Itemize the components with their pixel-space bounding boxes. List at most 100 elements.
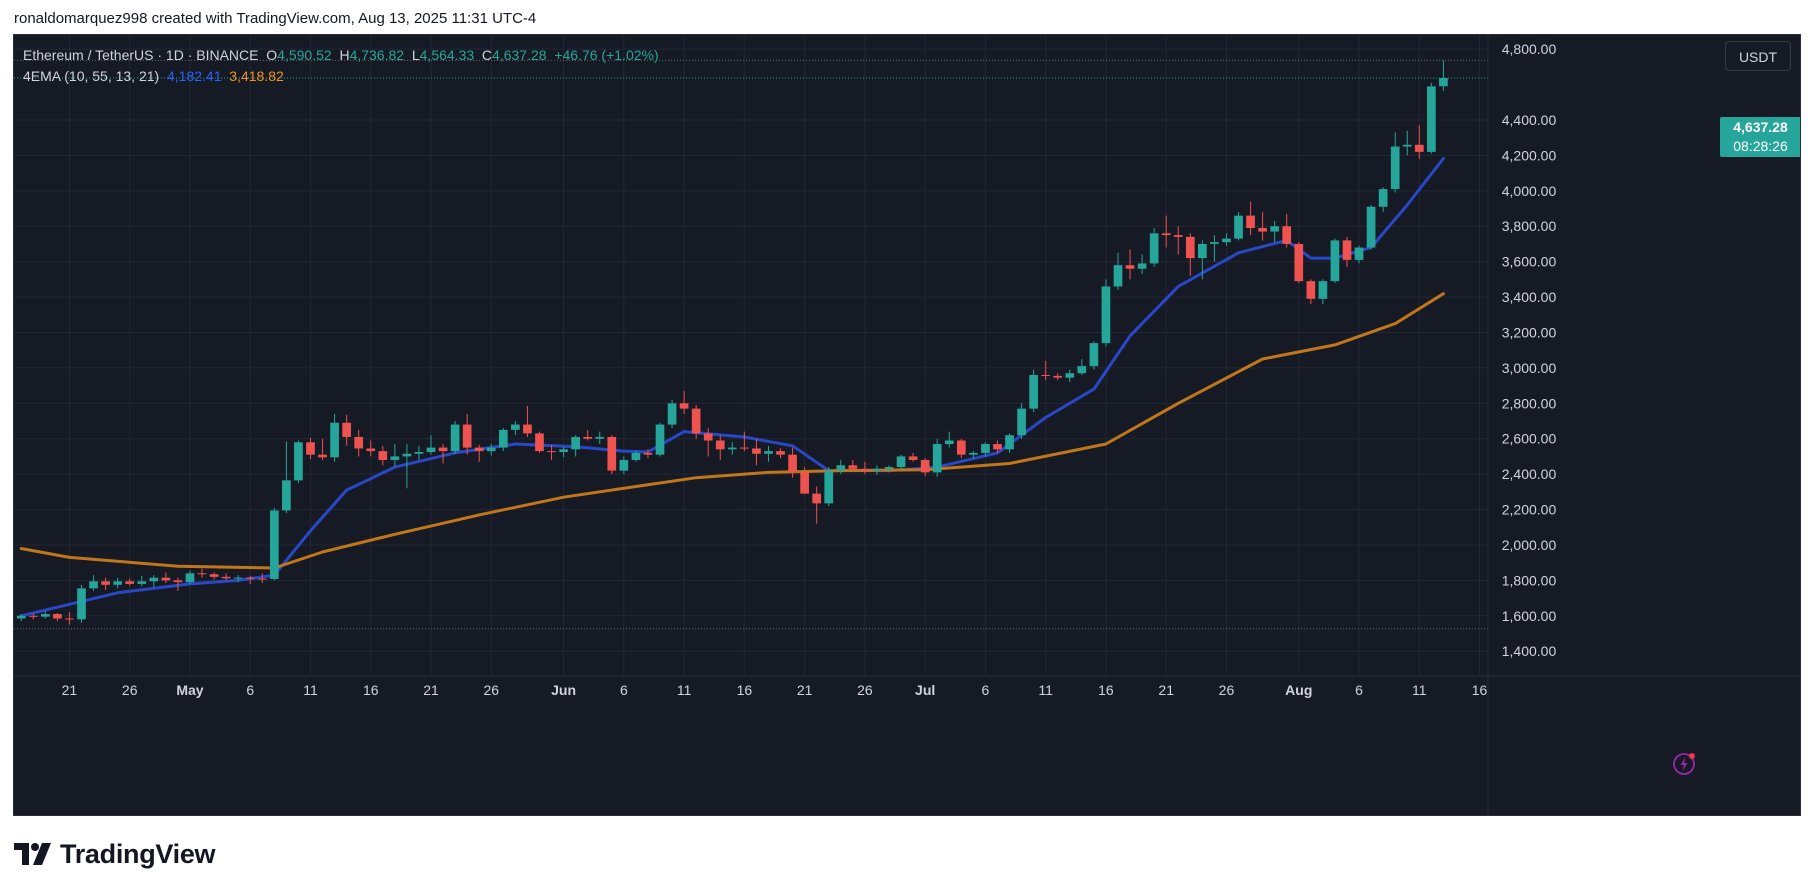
candle (40, 611, 50, 619)
x-tick-label: 11 (303, 682, 318, 698)
candle (1053, 373, 1063, 381)
candle (703, 428, 713, 457)
candle (1041, 360, 1051, 381)
candle (28, 613, 38, 620)
y-tick-label: 4,800.00 (1502, 41, 1557, 57)
candle-body (65, 618, 74, 620)
currency-unit-button[interactable]: USDT (1725, 41, 1791, 71)
candle-body (402, 453, 412, 457)
chart-panel[interactable]: 1,400.00 1,600.00 1,800.00 2,000.00 2,200.00… (13, 34, 1801, 816)
candle (1354, 245, 1364, 264)
y-tick-label: 1,400.00 (1502, 643, 1557, 659)
candle-body (571, 436, 580, 450)
x-tick-label: Jul (915, 682, 935, 698)
candle-body (1390, 146, 1400, 190)
candle (1077, 359, 1087, 375)
candle-body (523, 424, 532, 434)
y-tick-label: 1,800.00 (1502, 572, 1557, 588)
legend-open-label: O (266, 47, 278, 63)
x-tick-label: Jun (551, 682, 576, 698)
x-tick-label: 6 (620, 682, 628, 698)
x-tick-label: 11 (677, 682, 692, 698)
x-tick-label: 16 (737, 682, 753, 698)
y-tick-label: 3,800.00 (1502, 218, 1557, 234)
candle-body (727, 447, 737, 450)
candle-body (1306, 281, 1316, 299)
x-tick-label: 6 (246, 682, 254, 698)
candle-body (306, 442, 315, 455)
candle-body (245, 577, 255, 579)
candle (462, 413, 472, 455)
candle-body (631, 452, 641, 460)
candle (1173, 226, 1183, 255)
candle-body (486, 447, 496, 452)
candle (1342, 236, 1352, 267)
candle-body (788, 454, 797, 473)
axes: 1,400.00 1,600.00 1,800.00 2,000.00 2,200.00… (14, 35, 1800, 815)
chart-legend[interactable]: Ethereum / TetherUS · 1D · BINANCE O4,59… (23, 45, 659, 87)
tradingview-logo[interactable]: TradingView (14, 838, 216, 870)
candle (89, 575, 98, 592)
x-tick-label: 16 (1098, 682, 1114, 698)
legend-ema-slow: 3,418.82 (229, 68, 284, 84)
candle (342, 414, 351, 446)
candle (137, 575, 147, 587)
candle-body (643, 452, 653, 455)
candle-body (1065, 373, 1075, 378)
candle-body (1198, 243, 1207, 259)
candle (161, 572, 171, 584)
candle (993, 440, 1002, 453)
y-tick-label: 3,200.00 (1502, 324, 1557, 340)
candlestick-chart[interactable]: 1,400.00 1,600.00 1,800.00 2,000.00 2,200.00… (14, 35, 1801, 816)
candle (113, 577, 122, 589)
legend-high-label: H (339, 47, 350, 63)
legend-indicator[interactable]: 4EMA (10, 55, 13, 21) (23, 68, 160, 84)
candle (1222, 233, 1231, 246)
candle-body (920, 459, 930, 473)
lightning-bolt-icon[interactable] (1672, 750, 1698, 776)
candle-body (1366, 206, 1376, 248)
candle (535, 431, 544, 453)
candle (1089, 341, 1099, 370)
candle-body (1041, 374, 1051, 376)
candle (486, 444, 496, 456)
candle (1029, 369, 1038, 413)
candle (944, 431, 954, 448)
legend-symbol[interactable]: Ethereum / TetherUS · 1D · BINANCE (23, 47, 259, 63)
candle-body (149, 577, 159, 582)
candle-body (185, 573, 195, 583)
x-tick-label: May (176, 682, 203, 698)
candle (125, 578, 135, 586)
candle-body (511, 424, 520, 430)
candle-body (1222, 238, 1231, 243)
y-tick-label: 4,200.00 (1502, 147, 1557, 163)
legend-close-label: C (481, 47, 493, 63)
candle (1318, 279, 1328, 305)
candle-body (40, 614, 50, 617)
candle-body (173, 580, 183, 583)
candle-body (77, 588, 86, 620)
candle (523, 405, 532, 437)
candle (800, 467, 809, 494)
candle (1330, 238, 1340, 283)
candle-body (1173, 235, 1183, 237)
candle-body (1101, 286, 1111, 344)
candle-body (1427, 86, 1436, 152)
candle-body (1282, 226, 1292, 244)
tradingview-logo-icon (14, 843, 51, 865)
candle-body (474, 447, 484, 452)
candle-body (848, 465, 858, 469)
candle-body (535, 433, 544, 452)
candle (836, 459, 846, 475)
y-tick-label: 2,000.00 (1502, 537, 1557, 553)
candle-body (547, 451, 556, 453)
candle (1427, 82, 1436, 154)
candle-body (426, 447, 436, 453)
y-tick-label: 3,400.00 (1502, 289, 1557, 305)
candle-body (1318, 281, 1328, 299)
candle (559, 446, 568, 458)
candle-body (1246, 215, 1255, 229)
candle (812, 486, 822, 524)
candle-body (1342, 240, 1352, 260)
candle-body (812, 493, 822, 504)
